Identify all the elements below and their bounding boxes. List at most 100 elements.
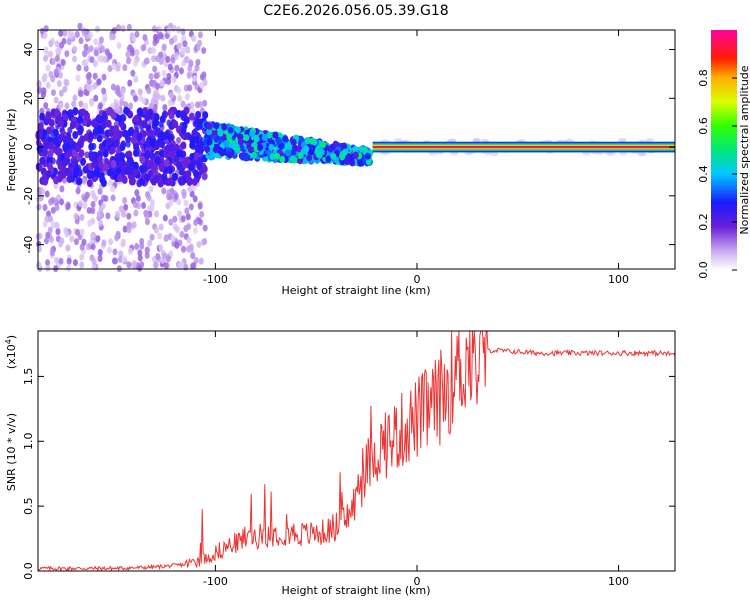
spectrogram-y-ticks: -40 -20 0 20 40 xyxy=(22,43,675,254)
spectrogram-cell xyxy=(290,149,297,157)
colorbar-ticks: 0.0 0.2 0.4 0.6 0.8 xyxy=(697,69,737,279)
spectrogram-cell xyxy=(113,124,120,133)
spectrogram-cell xyxy=(105,119,112,128)
spectrogram-cell xyxy=(153,174,160,183)
spectrogram-cell xyxy=(36,131,43,140)
spectrogram-cell xyxy=(96,126,103,135)
spectrogram-cell xyxy=(237,138,244,146)
spectrogram-cell xyxy=(89,56,95,64)
spectrogram-cell xyxy=(77,22,83,30)
spectrogram-cell xyxy=(105,107,112,116)
spectrogram-cell xyxy=(243,134,250,142)
spectrogram-cell xyxy=(108,33,114,41)
spectrogram-cell xyxy=(645,138,654,143)
spectrogram-cell xyxy=(86,207,92,215)
spectrogram-cell xyxy=(40,91,46,99)
colorbar-label: Normalized spectral amplitude xyxy=(738,65,750,234)
spectrogram-cell xyxy=(125,51,131,59)
spectrogram-cell xyxy=(226,151,233,159)
spectrogram-cell xyxy=(144,246,150,254)
spectrogram-cell xyxy=(257,144,264,152)
spectrogram-cell xyxy=(306,154,313,162)
spectrogram-cell xyxy=(151,55,157,63)
colorbar-tick-label: 0.6 xyxy=(697,117,710,135)
snr-y-tick-label: 1.0 xyxy=(22,433,35,451)
spectrogram-cell xyxy=(191,34,197,42)
spectrogram-cell xyxy=(97,55,103,63)
spectrogram-panel: -100 0 100 -40 -20 0 20 40 Height of straight … xyxy=(5,22,676,297)
spectrogram-cell xyxy=(180,28,186,36)
spectrogram-cell xyxy=(130,69,136,77)
colorbar-gradient xyxy=(711,30,737,270)
spectrogram-cell xyxy=(81,59,87,67)
snr-x-ticks: -100 0 100 xyxy=(203,331,629,588)
spectrogram-cell xyxy=(75,187,81,195)
spectrogram-cell xyxy=(163,159,170,168)
spectrogram-cell xyxy=(95,114,102,123)
spectrogram-cell xyxy=(59,185,65,193)
spectrogram-cell xyxy=(174,241,180,249)
snr-frame xyxy=(37,330,676,572)
spectrogram-cell xyxy=(54,140,61,149)
spectrogram-cell xyxy=(56,174,63,183)
spectrogram-cell xyxy=(45,264,51,272)
spectrogram-cell xyxy=(197,202,203,210)
snr-plot-area xyxy=(38,331,675,571)
spectrogram-cell xyxy=(58,89,64,97)
spectrogram-cell xyxy=(168,218,174,226)
spectrogram-cell xyxy=(198,257,204,265)
snr-y-label: SNR (10 * v/v) xyxy=(5,413,18,491)
spectrogram-cell xyxy=(282,135,289,143)
spectrogram-cell xyxy=(166,255,172,263)
spectrogram-cell xyxy=(50,89,56,97)
spectrogram-cell xyxy=(144,251,150,259)
spectrogram-cell xyxy=(188,59,194,67)
spectrogram-cell xyxy=(69,121,76,130)
spectrogram-cell xyxy=(100,45,106,53)
spectrogram-cell xyxy=(250,151,257,159)
spectrogram-cell xyxy=(158,244,164,252)
spectrogram-cell xyxy=(75,74,81,82)
spectrogram-cell xyxy=(195,101,201,109)
spectrogram-cell xyxy=(122,225,128,233)
spectrogram-cell xyxy=(193,169,200,178)
spectrogram-cell xyxy=(357,159,364,167)
spectrogram-cell xyxy=(213,144,220,152)
snr-y-tick-label: 1.5 xyxy=(22,368,35,386)
spectrogram-cell xyxy=(92,60,98,68)
spectrogram-cell xyxy=(161,69,167,77)
spectrogram-cell xyxy=(134,30,140,38)
spectrogram-cell xyxy=(490,151,499,156)
spectrogram-cell xyxy=(152,25,158,33)
spectrogram-cell xyxy=(285,149,292,157)
spectrogram-cell xyxy=(108,128,115,137)
spectrogram-cell xyxy=(120,238,126,246)
spectrogram-cell xyxy=(64,102,70,110)
spectrogram-cell xyxy=(181,191,187,199)
spectrogram-x-ticks: -100 0 100 xyxy=(203,30,629,286)
spectrogram-cell xyxy=(253,135,260,143)
snr-y-ticks: 0.0 0.5 1.0 1.5 xyxy=(22,368,675,580)
spectrogram-cell xyxy=(77,125,84,134)
spectrogram-cell xyxy=(126,150,133,159)
snr-x-tick-label: 100 xyxy=(608,575,629,588)
spectrogram-cell xyxy=(79,214,85,222)
spectrogram-cell xyxy=(102,55,108,63)
spectrogram-cell xyxy=(186,176,193,185)
spectrogram-cell xyxy=(91,258,97,266)
spectrogram-cell xyxy=(234,126,241,134)
spectrogram-cell xyxy=(53,108,60,117)
spectrogram-cell xyxy=(50,57,56,65)
spectrogram-cell xyxy=(234,146,241,154)
spectrogram-cell xyxy=(118,250,124,258)
spectrogram-cell xyxy=(170,235,176,243)
spectrogram-cell xyxy=(172,172,179,181)
spectrogram-cell xyxy=(108,238,114,246)
spectrogram-cell xyxy=(113,138,120,147)
spectrogram-cell xyxy=(45,170,52,179)
spectrogram-cell xyxy=(117,255,123,263)
spectrogram-cell xyxy=(123,203,129,211)
spectrogram-cell xyxy=(168,149,175,158)
spectrogram-cell xyxy=(39,107,45,115)
